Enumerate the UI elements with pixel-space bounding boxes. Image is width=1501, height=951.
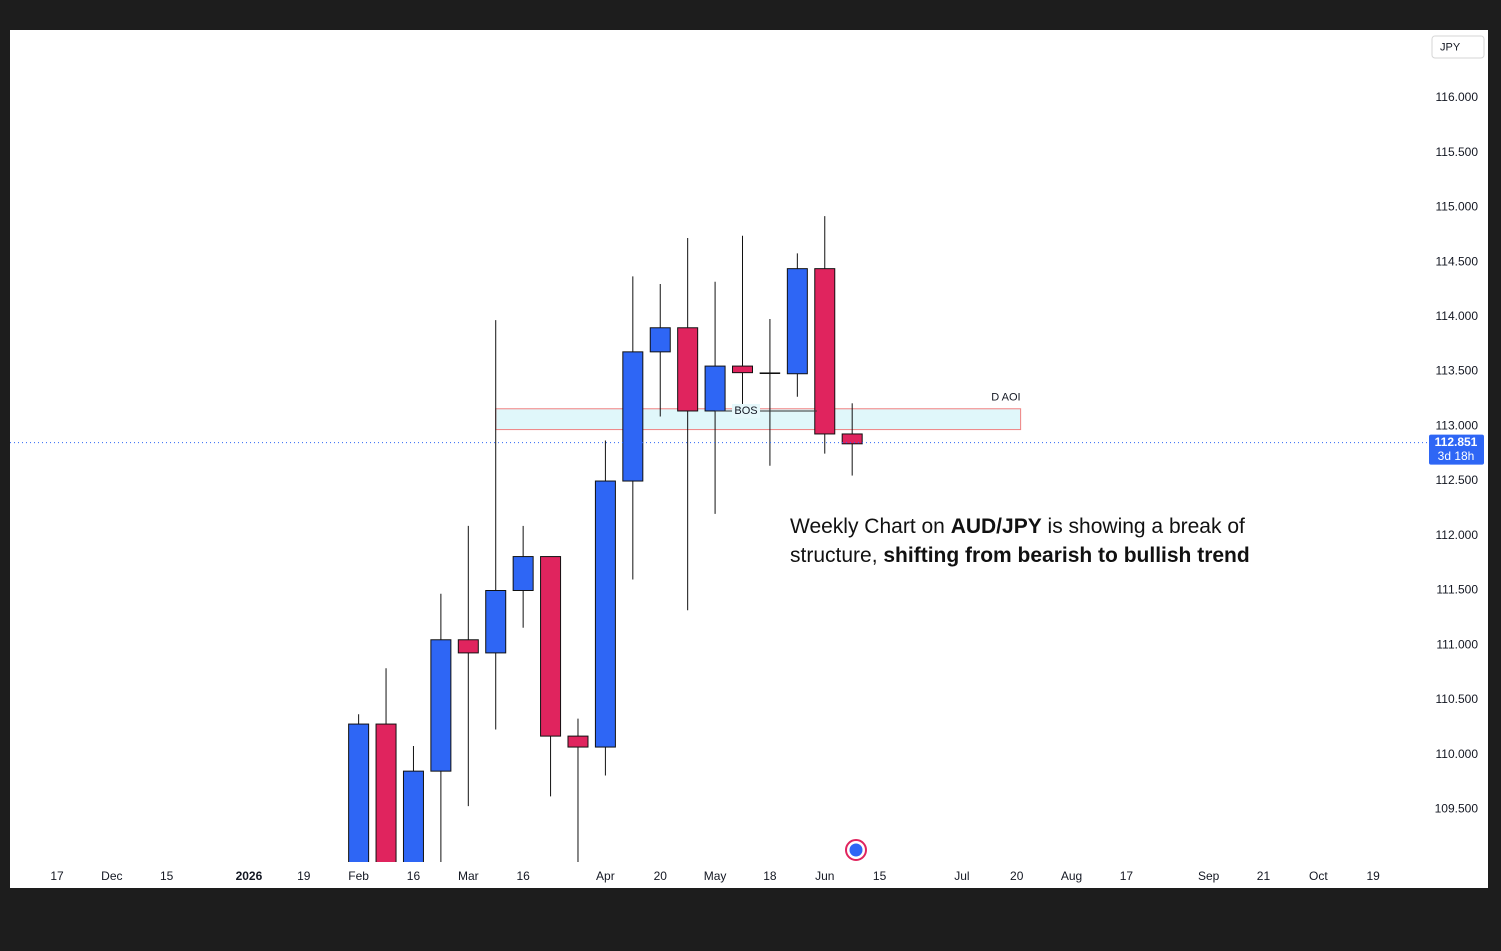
chart-background (10, 30, 1488, 888)
y-tick-label: 111.000 (1436, 637, 1478, 651)
x-tick-label: 15 (873, 869, 887, 883)
countdown-label: 3d 18h (1438, 449, 1475, 463)
aoi-label: D AOI (991, 392, 1020, 404)
x-tick-label: May (704, 869, 727, 883)
candle-body (704, 365, 726, 412)
annotation-text: structure, shifting from bearish to bull… (790, 544, 1250, 567)
candle-body (786, 268, 808, 375)
y-tick-label: 112.000 (1436, 528, 1479, 542)
candle-body (567, 735, 589, 748)
x-tick-label: 19 (297, 869, 311, 883)
candle-body (540, 556, 562, 737)
x-tick-label: 20 (654, 869, 668, 883)
candle-body (485, 590, 507, 654)
currency-box (1431, 35, 1485, 59)
x-tick-label: 16 (516, 869, 530, 883)
x-tick-label: Jun (815, 869, 834, 883)
candle-body (814, 268, 836, 435)
x-tick-label: Aug (1061, 869, 1082, 883)
candle-body (841, 433, 863, 445)
annotation-part: shifting from bearish to bullish trend (883, 544, 1249, 567)
x-tick-label: 2026 (236, 869, 263, 883)
x-tick-label: 18 (763, 869, 777, 883)
x-tick-label: 15 (160, 869, 174, 883)
annotation-part: AUD/JPY (951, 515, 1042, 538)
x-tick-label: Apr (596, 869, 615, 883)
x-tick-label: Dec (101, 869, 122, 883)
annotation-text: Weekly Chart on AUD/JPY is showing a bre… (790, 515, 1245, 538)
y-tick-label: 116.000 (1436, 90, 1479, 104)
x-tick-label: Feb (348, 869, 369, 883)
x-tick-label: 17 (50, 869, 64, 883)
logo (845, 839, 867, 861)
y-tick-label: 114.000 (1436, 309, 1479, 323)
x-tick-label: 17 (1120, 869, 1134, 883)
y-tick-label: 112.500 (1436, 473, 1479, 487)
candle-body (512, 556, 534, 592)
y-tick-label: 115.500 (1436, 145, 1479, 159)
candle-body (759, 372, 781, 374)
candle-body (402, 770, 424, 862)
y-tick-label: 114.500 (1436, 254, 1479, 268)
candle-body (622, 351, 644, 482)
x-tick-label: Sep (1198, 869, 1220, 883)
candle-body (649, 327, 671, 353)
y-tick-label: 110.500 (1436, 692, 1479, 706)
annotation-part: Weekly Chart on (790, 515, 951, 538)
candle-body (677, 327, 699, 412)
candle-body (594, 480, 616, 748)
x-tick-label: 21 (1257, 869, 1271, 883)
candle-body (375, 723, 397, 862)
last-price-box (1429, 434, 1484, 465)
x-tick-label: Mar (458, 869, 479, 883)
candle-body (430, 639, 452, 772)
annotation-part: is showing a break of (1042, 515, 1245, 538)
currency-label: JPY (1440, 41, 1461, 53)
axes: JPY 109.500 110.000 110.500 111.000 111.500 1… (50, 35, 1485, 883)
x-tick-label: 19 (1366, 869, 1380, 883)
last-price-label: 112.851 (1435, 435, 1478, 449)
x-tick-label: 16 (407, 869, 421, 883)
y-tick-label: 110.000 (1436, 747, 1479, 761)
y-tick-label: 113.000 (1436, 418, 1479, 432)
plot-area: BOS (348, 216, 1022, 862)
bos-label-bg (732, 403, 761, 418)
candle-body (457, 639, 479, 654)
candle-body (348, 723, 370, 862)
x-tick-label: 20 (1010, 869, 1024, 883)
y-tick-label: 111.500 (1436, 583, 1478, 597)
y-tick-label: 109.500 (1435, 802, 1479, 816)
annotation-part: structure, (790, 544, 883, 567)
bos-label: BOS (734, 405, 757, 417)
x-tick-label: Jul (954, 869, 969, 883)
x-tick-label: Oct (1309, 869, 1328, 883)
y-tick-label: 113.500 (1436, 364, 1479, 378)
y-tick-label: 115.000 (1436, 200, 1479, 214)
candle-body (732, 365, 754, 374)
